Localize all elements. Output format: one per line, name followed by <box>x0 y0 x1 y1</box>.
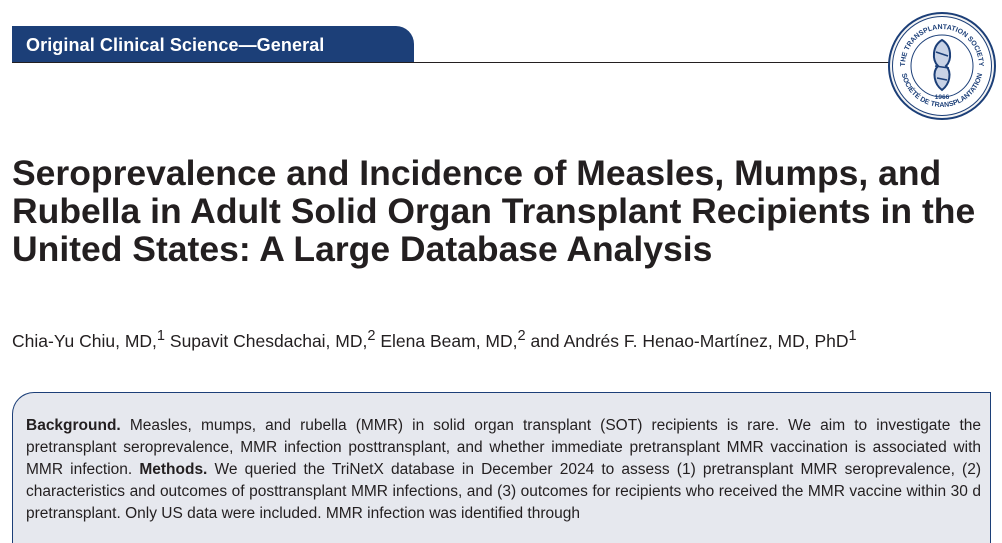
affiliation-marker: 1 <box>848 328 857 344</box>
abstract-background-heading: Background. <box>26 417 121 434</box>
author-list: Chia-Yu Chiu, MD,1 Supavit Chesdachai, M… <box>12 328 857 352</box>
section-label: Original Clinical Science—General <box>26 35 325 55</box>
author-name: Elena Beam, MD, <box>380 330 518 351</box>
affiliation-marker: 1 <box>156 328 166 344</box>
seal-year: 1966 <box>935 94 950 101</box>
abstract-methods-text: We queried the TriNetX database in Decem… <box>26 461 982 523</box>
society-seal-logo: THE TRANSPLANTATION SOCIETY SOCIÉTÉ DE T… <box>888 12 996 120</box>
author-name: Supavit Chesdachai, MD, <box>169 330 368 351</box>
author-name: Chia-Yu Chiu, MD, <box>12 330 157 351</box>
section-banner: Original Clinical Science—General <box>12 26 414 62</box>
abstract-methods-heading: Methods. <box>139 461 208 479</box>
abstract-text: Background. Measles, mumps, and rubella … <box>26 415 981 525</box>
abstract-panel <box>12 392 991 543</box>
author-separator: and <box>525 330 564 351</box>
affiliation-marker: 2 <box>517 328 526 344</box>
seal-emblem-icon <box>932 38 952 92</box>
header-rule <box>12 62 892 63</box>
affiliation-marker: 2 <box>367 328 376 344</box>
abstract-background-text: Measles, mumps, and rubella (MMR) in sol… <box>26 417 981 479</box>
article-title: Seroprevalence and Incidence of Measles,… <box>12 153 976 269</box>
author-name: Andrés F. Henao-Martínez, MD, PhD <box>563 330 849 351</box>
